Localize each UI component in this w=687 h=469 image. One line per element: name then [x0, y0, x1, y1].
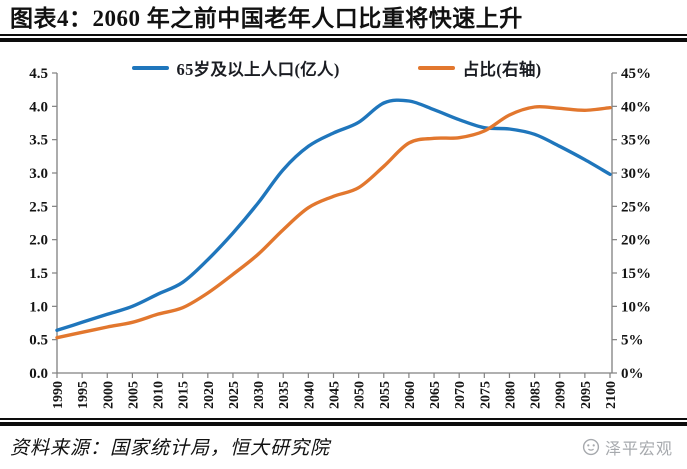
- footer-divider-thin-line: [0, 418, 687, 420]
- panda-face-icon: [582, 438, 600, 456]
- x-tick-label: 2075: [478, 381, 493, 409]
- brand-logo: 泽平宏观: [582, 435, 673, 459]
- right-tick-label: 45%: [621, 66, 651, 82]
- legend-line-swatch-population: [131, 66, 169, 70]
- x-tick-label: 2035: [277, 381, 292, 409]
- chart-legend: 65岁及以上人口(亿人) 占比(右轴): [0, 57, 673, 79]
- right-tick-label: 15%: [621, 266, 651, 282]
- right-tick-label: 20%: [621, 233, 651, 249]
- right-tick-label: 30%: [621, 166, 651, 182]
- title-divider-gap: [0, 36, 687, 38]
- x-tick-label: 2050: [353, 381, 368, 409]
- left-tick-label: 1.0: [29, 299, 48, 315]
- x-tick-label: 2065: [428, 381, 443, 409]
- series-line-share: [55, 104, 612, 340]
- left-tick-label: 1.5: [29, 266, 48, 282]
- x-tick-label: 2010: [152, 381, 167, 409]
- title-divider-thick-line: [0, 38, 687, 42]
- x-tick-label: 1995: [76, 381, 91, 409]
- left-tick-label: 3.5: [29, 133, 48, 149]
- x-tick-label: 2000: [101, 381, 116, 409]
- legend-line-swatch-share: [417, 66, 455, 70]
- x-tick-label: 2025: [227, 381, 242, 409]
- left-tick-label: 2.0: [29, 233, 48, 249]
- series-line-population: [55, 98, 612, 332]
- legend-label-share: 占比(右轴): [462, 60, 542, 79]
- left-tick-label: 0.0: [29, 366, 48, 382]
- footer-divider-thick-line: [0, 422, 687, 426]
- x-tick-label: 2100: [604, 381, 619, 409]
- x-tick-label: 2045: [328, 381, 343, 409]
- footer-divider: [0, 418, 687, 426]
- legend-label-population: 65岁及以上人口(亿人): [176, 60, 340, 79]
- right-tick-label: 10%: [621, 299, 651, 315]
- right-tick-label: 0%: [621, 366, 644, 382]
- x-tick-label: 2090: [554, 381, 569, 409]
- left-tick-label: 0.5: [29, 333, 48, 349]
- footer-divider-gap: [0, 420, 687, 422]
- x-tick-label: 2040: [302, 381, 317, 409]
- brand-name: 泽平宏观: [604, 441, 673, 458]
- x-tick-label: 2085: [529, 381, 544, 409]
- x-tick-label: 2030: [252, 381, 267, 409]
- right-tick-label: 40%: [621, 99, 651, 115]
- x-tick-label: 2095: [579, 381, 594, 409]
- figure-footer: 资料来源：国家统计局，恒大研究院 泽平宏观: [0, 426, 687, 460]
- title-divider-thin-line: [0, 34, 687, 36]
- left-tick-label: 2.5: [29, 199, 48, 215]
- source-note: 资料来源：国家统计局，恒大研究院: [10, 438, 331, 459]
- x-tick-label: 2070: [453, 381, 468, 409]
- chart-canvas: 0.0 0.5 1.0 1.5 2.0 2.5 3.0 3.5 4.0 4.5 0% 5% 10% 15%…: [29, 66, 651, 409]
- chart-area: 65岁及以上人口(亿人) 占比(右轴) 0.0 0.5 1.0 1.5 2.0 2.5 3.…: [0, 42, 687, 418]
- left-tick-label: 4.5: [29, 66, 48, 82]
- right-tick-label: 5%: [621, 333, 644, 349]
- legend-item-population: 65岁及以上人口(亿人): [131, 57, 340, 79]
- x-tick-label: 2060: [403, 381, 418, 409]
- x-tick-label: 1990: [51, 381, 66, 409]
- right-tick-label: 25%: [621, 199, 651, 215]
- title-divider: [0, 34, 687, 42]
- x-tick-label: 2015: [177, 381, 192, 409]
- left-tick-label: 3.0: [29, 166, 48, 182]
- x-tick-label: 2080: [503, 381, 518, 409]
- x-tick-label: 2005: [126, 381, 141, 409]
- left-tick-label: 4.0: [29, 99, 48, 115]
- figure-title: 图表4：2060 年之前中国老年人口比重将快速上升: [10, 6, 523, 31]
- x-tick-label: 2020: [202, 381, 217, 409]
- x-tick-label: 2055: [378, 381, 393, 409]
- right-tick-label: 35%: [621, 133, 651, 149]
- legend-item-share: 占比(右轴): [417, 57, 542, 79]
